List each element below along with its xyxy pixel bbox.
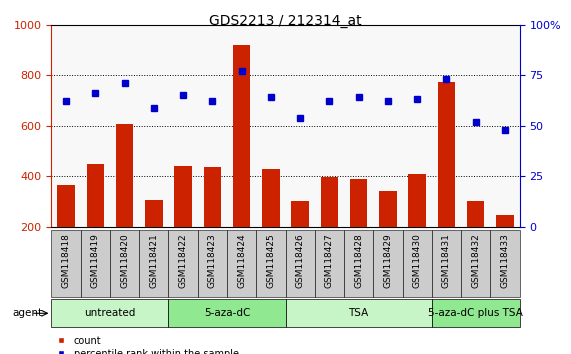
Bar: [81, 230, 110, 297]
Text: GSM118433: GSM118433: [500, 234, 509, 289]
Bar: [51, 230, 81, 297]
Bar: [467, 201, 484, 227]
Bar: [286, 299, 432, 327]
Text: GSM118418: GSM118418: [62, 234, 71, 289]
Bar: [373, 230, 403, 297]
Text: GSM118428: GSM118428: [354, 234, 363, 288]
Bar: [432, 230, 461, 297]
Bar: [379, 191, 397, 227]
Bar: [116, 124, 133, 227]
Text: GSM118431: GSM118431: [442, 234, 451, 289]
Bar: [408, 173, 426, 227]
Bar: [256, 230, 286, 297]
Bar: [139, 230, 168, 297]
Bar: [227, 230, 256, 297]
Text: agent: agent: [13, 308, 43, 318]
Bar: [403, 230, 432, 297]
Text: TSA: TSA: [348, 308, 369, 318]
Bar: [168, 299, 286, 327]
Text: GSM118432: GSM118432: [471, 234, 480, 288]
Bar: [321, 177, 338, 227]
Bar: [432, 299, 520, 327]
Bar: [145, 200, 163, 227]
Bar: [110, 230, 139, 297]
Text: GSM118420: GSM118420: [120, 234, 129, 288]
Bar: [198, 230, 227, 297]
Text: 5-aza-dC: 5-aza-dC: [204, 308, 250, 318]
Legend: count, percentile rank within the sample: count, percentile rank within the sample: [57, 336, 239, 354]
Text: GSM118425: GSM118425: [266, 234, 275, 288]
Bar: [203, 167, 221, 227]
Text: GSM118421: GSM118421: [149, 234, 158, 288]
Bar: [168, 230, 198, 297]
Text: GSM118429: GSM118429: [383, 234, 392, 288]
Text: GSM118427: GSM118427: [325, 234, 334, 288]
Text: GSM118424: GSM118424: [237, 234, 246, 288]
Bar: [86, 164, 104, 227]
Bar: [233, 45, 250, 227]
Bar: [291, 201, 309, 227]
Bar: [57, 185, 75, 227]
Bar: [461, 230, 490, 297]
Text: GDS2213 / 212314_at: GDS2213 / 212314_at: [209, 14, 362, 28]
Bar: [496, 215, 514, 227]
Bar: [350, 179, 368, 227]
Text: GSM118419: GSM118419: [91, 234, 100, 289]
Bar: [174, 166, 192, 227]
Text: GSM118423: GSM118423: [208, 234, 217, 288]
Bar: [286, 230, 315, 297]
Bar: [262, 169, 280, 227]
Bar: [51, 299, 168, 327]
Bar: [315, 230, 344, 297]
Bar: [490, 230, 520, 297]
Bar: [438, 81, 455, 227]
Text: untreated: untreated: [85, 308, 135, 318]
Text: GSM118422: GSM118422: [179, 234, 188, 288]
Bar: [344, 230, 373, 297]
Text: GSM118426: GSM118426: [296, 234, 305, 288]
Text: GSM118430: GSM118430: [413, 234, 422, 289]
Text: 5-aza-dC plus TSA: 5-aza-dC plus TSA: [428, 308, 523, 318]
